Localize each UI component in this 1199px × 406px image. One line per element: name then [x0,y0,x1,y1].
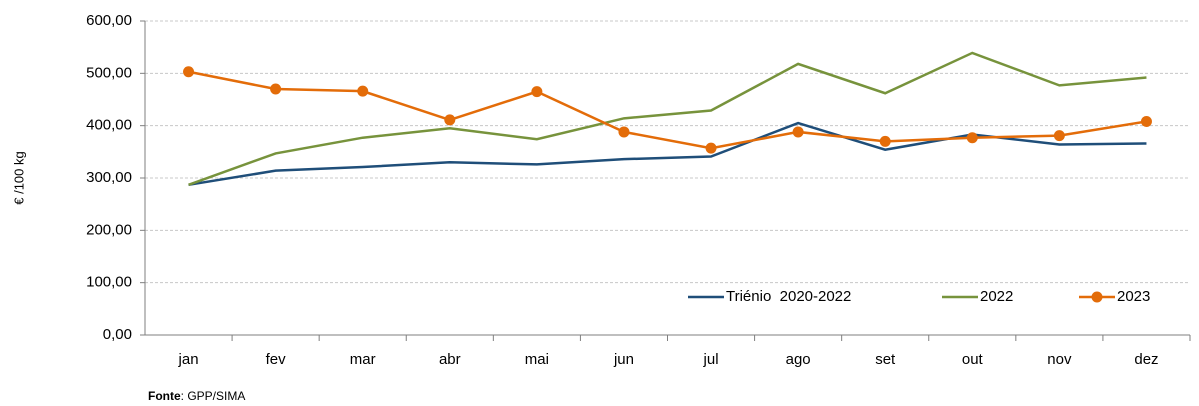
y-tick-label: 200,00 [86,221,132,238]
legend-label: Triénio 2020-2022 [726,288,851,305]
marker [879,135,891,147]
x-tick-label: mai [525,351,549,368]
x-tick-label: ago [786,351,811,368]
marker [792,126,804,138]
legend-label: 2023 [1117,288,1150,305]
x-tick-label: dez [1134,351,1158,368]
marker [270,83,282,95]
marker [705,142,717,154]
marker [966,132,978,144]
source-text: : GPP/SIMA [181,389,246,403]
marker [444,114,456,126]
series-line [188,70,1147,150]
x-tick-label: fev [266,351,287,368]
marker [618,126,630,138]
marker [1140,115,1152,127]
y-tick-label: 400,00 [86,117,132,134]
y-axis-label: € /100 kg [11,151,26,205]
series-line [188,51,1147,186]
x-tick-label: jul [703,351,719,368]
source-label: Fonte [148,389,181,403]
x-tick-label: jun [613,351,634,368]
series-line [188,121,1147,187]
x-tick-label: abr [439,351,461,368]
x-tick-label: set [875,351,896,368]
x-tick-label: nov [1047,351,1072,368]
y-tick-label: 0,00 [103,326,132,343]
marker [183,66,195,78]
legend-marker [1091,291,1103,303]
marker [1053,130,1065,142]
source: Fonte: GPP/SIMA [148,389,245,403]
x-tick-label: mar [350,351,376,368]
y-tick-label: 300,00 [86,169,132,186]
y-tick-label: 600,00 [86,12,132,29]
marker [357,85,369,97]
x-tick-label: jan [178,351,199,368]
y-tick-label: 100,00 [86,274,132,291]
marker [531,86,543,98]
x-tick-label: out [962,351,984,368]
legend-label: 2022 [980,288,1013,305]
y-tick-label: 500,00 [86,64,132,81]
